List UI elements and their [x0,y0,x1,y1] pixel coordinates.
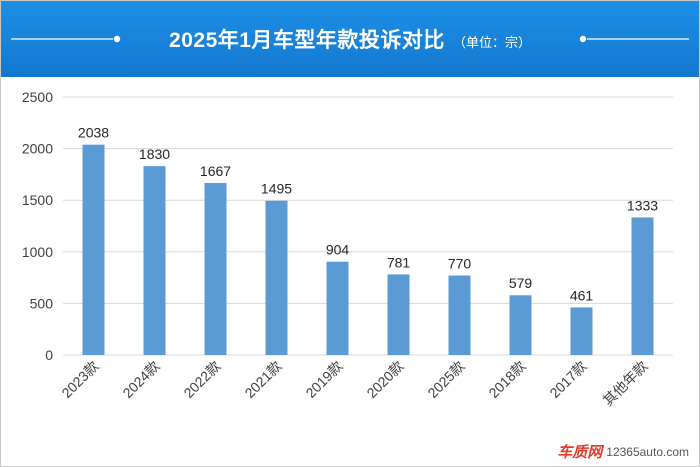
y-tick-label: 1500 [22,192,53,208]
header-decoration [11,35,689,43]
x-tick-label: 其他年款 [600,358,651,409]
chart-unit: （单位：宗） [452,34,531,50]
x-tick-label: 2025款 [424,358,467,401]
data-label: 1333 [627,197,658,213]
bar [265,200,288,355]
y-tick-label: 0 [45,347,53,363]
y-tick-label: 2000 [22,141,53,157]
data-label: 1830 [139,146,170,162]
x-tick-label: 2019款 [302,358,345,401]
x-tick-label: 2022款 [180,358,223,401]
data-label: 781 [387,254,411,270]
bar [82,144,105,355]
bar [326,261,349,355]
bar-chart: 0 500 1000 1500 2000 2500 2038 2023款 1830 2024款 16… [22,89,673,409]
y-tick-label: 1000 [22,244,53,260]
bar [143,166,166,355]
bar [204,182,227,355]
data-label: 770 [448,256,472,272]
header-left-dot [113,35,121,43]
y-tick-label: 2500 [22,89,53,105]
bar [387,274,410,355]
data-label: 579 [509,275,533,291]
data-label: 904 [326,242,350,258]
x-tick-label: 2017款 [546,358,589,401]
watermark-brand: 车质网 [557,444,603,461]
x-tick-label: 2024款 [119,358,162,401]
watermark-site: 12365auto.com [606,444,689,459]
bar [448,275,471,355]
x-tick-label: 2023款 [58,358,101,401]
x-tick-label: 2021款 [241,358,284,401]
bar [509,295,532,355]
chart-title: 2025年1月车型年款投诉对比 [169,29,445,52]
bar [631,217,654,355]
data-label: 1495 [261,181,292,197]
data-label: 2038 [78,125,109,141]
x-tick-label: 2018款 [485,358,528,401]
data-label: 1667 [200,163,231,179]
x-tick-label: 2020款 [363,358,406,401]
data-label: 461 [570,287,594,303]
chart-header: 2025年1月车型年款投诉对比 （单位：宗） [1,1,699,77]
watermark: 车质网 12365auto.com [557,441,689,462]
header-right-dot [579,35,587,43]
y-tick-label: 500 [30,295,54,311]
bar [570,307,593,355]
